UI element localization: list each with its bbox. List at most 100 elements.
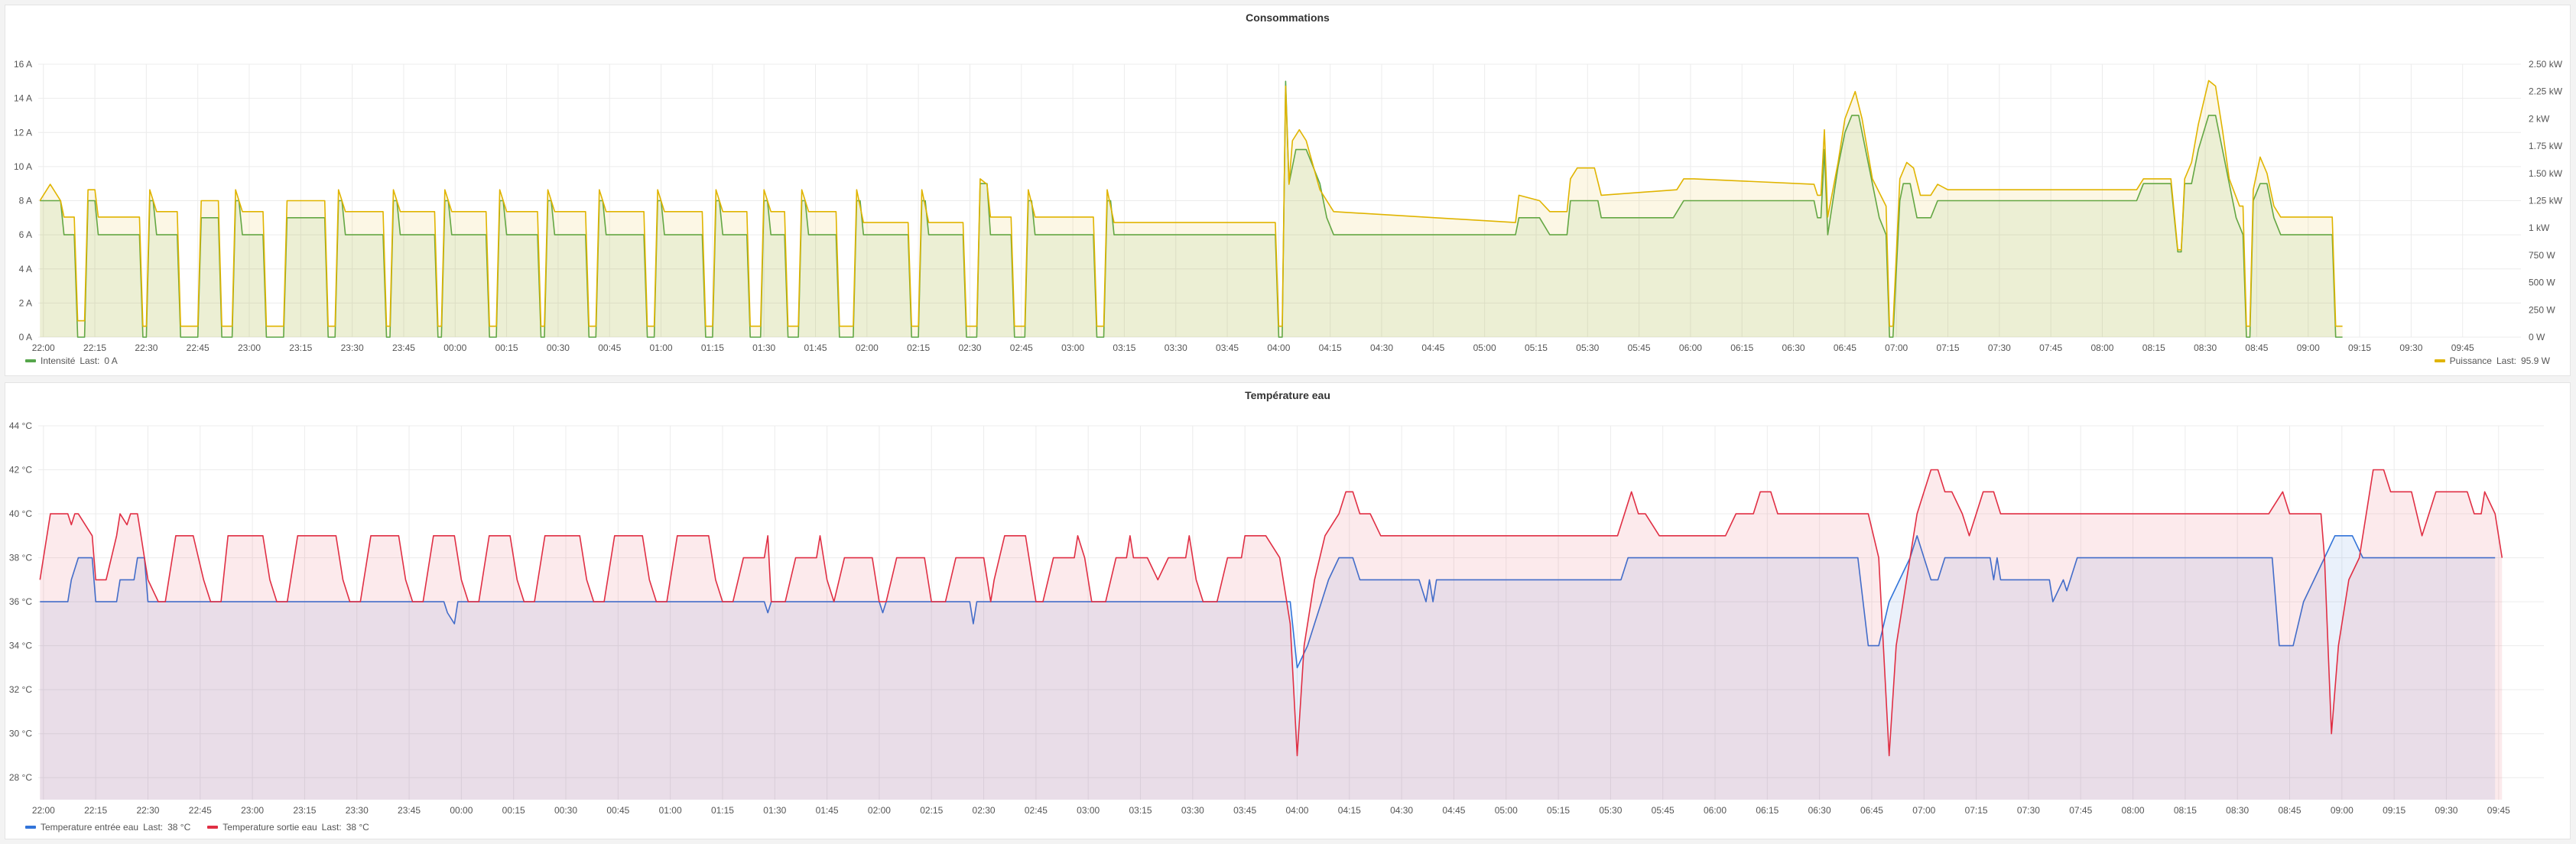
- x-tick-label: 02:15: [920, 805, 943, 816]
- x-tick-label: 07:45: [2069, 805, 2092, 816]
- legend-last-label: Last:: [80, 355, 100, 366]
- y-right-tick-label: 2 kW: [2529, 113, 2550, 124]
- x-tick-label: 00:00: [450, 805, 473, 816]
- series-line: [39, 469, 2503, 757]
- x-tick-label: 05:45: [1652, 805, 1675, 816]
- x-tick-label: 04:00: [1267, 342, 1290, 353]
- x-tick-label: 22:15: [84, 805, 107, 816]
- x-tick-label: 22:00: [32, 805, 55, 816]
- legend-puissance[interactable]: Puissance Last: 95.9 W: [2434, 355, 2550, 366]
- y-tick-label: 30 °C: [9, 729, 32, 739]
- series-area: [40, 80, 2343, 338]
- x-tick-label: 02:30: [973, 805, 996, 816]
- x-tick-label: 01:15: [701, 342, 724, 353]
- legend-last-value: 38 °C: [167, 822, 191, 833]
- consommations-panel: Consommations 22:00 22:15 22:30 22:45 23:00 2…: [5, 5, 2571, 376]
- panel-title: Température eau: [1245, 389, 1330, 401]
- x-tick-label: 02:00: [868, 805, 891, 816]
- x-tick-label: 04:45: [1442, 805, 1465, 816]
- y-right-tick-label: 500 W: [2529, 278, 2555, 288]
- x-tick-label: 01:45: [804, 342, 827, 353]
- x-tick-label: 05:00: [1495, 805, 1518, 816]
- x-tick-label: 06:30: [1782, 342, 1805, 353]
- y-right-tick-label: 1 kW: [2529, 222, 2550, 233]
- legend-series-name: Intensité: [41, 355, 76, 366]
- x-tick-label: 23:45: [392, 342, 415, 353]
- y-right-tick-label: 0 W: [2529, 332, 2545, 342]
- x-tick-label: 03:45: [1216, 342, 1239, 353]
- y-tick-label: 2 A: [19, 297, 32, 308]
- legend-temp-entree[interactable]: Temperature entrée eau Last: 38 °C Tempe…: [25, 822, 369, 833]
- x-tick-label: 23:30: [341, 342, 364, 353]
- x-tick-label: 08:00: [2090, 342, 2113, 353]
- x-tick-label: 06:30: [1808, 805, 1831, 816]
- y-right-tick-label: 750 W: [2529, 250, 2555, 261]
- x-tick-label: 03:45: [1233, 805, 1256, 816]
- x-tick-label: 09:45: [2451, 342, 2474, 353]
- y-tick-label: 10 A: [14, 161, 32, 172]
- x-tick-label: 23:15: [289, 342, 312, 353]
- x-tick-label: 08:45: [2279, 805, 2302, 816]
- x-tick-label: 06:15: [1756, 805, 1779, 816]
- legend-intensite[interactable]: Intensité Last: 0 A: [25, 355, 118, 366]
- x-tick-label: 06:15: [1730, 342, 1753, 353]
- x-tick-label: 08:45: [2245, 342, 2268, 353]
- x-tick-label: 02:15: [907, 342, 930, 353]
- panel-title: Consommations: [1246, 11, 1330, 24]
- y-tick-label: 14 A: [14, 93, 32, 104]
- legend-last-value: 0 A: [104, 355, 118, 366]
- y-right-tick-label: 1.25 kW: [2529, 196, 2563, 206]
- x-tick-label: 03:15: [1129, 805, 1152, 816]
- y-right-tick-label: 1.50 kW: [2529, 168, 2563, 179]
- series-line: [39, 80, 2343, 327]
- x-tick-label: 08:00: [2122, 805, 2145, 816]
- legend-series-name: Puissance: [2449, 355, 2492, 366]
- x-tick-label: 00:15: [495, 342, 518, 353]
- y-right-tick-label: 1.75 kW: [2529, 141, 2563, 151]
- x-tick-label: 05:15: [1547, 805, 1570, 816]
- legend-swatch-intensite: [25, 359, 36, 362]
- x-tick-label: 04:30: [1390, 805, 1413, 816]
- x-tick-label: 09:15: [2383, 805, 2405, 816]
- x-tick-label: 09:30: [2399, 342, 2422, 353]
- x-tick-label: 07:30: [2017, 805, 2040, 816]
- series-area: [40, 81, 2343, 338]
- x-tick-label: 22:45: [189, 805, 212, 816]
- x-tick-label: 05:45: [1628, 342, 1651, 353]
- x-tick-label: 06:45: [1860, 805, 1883, 816]
- legend-swatch-entree: [25, 826, 36, 829]
- y-tick-label: 32 °C: [9, 684, 32, 695]
- y-tick-label: 8 A: [19, 196, 32, 206]
- y-tick-label: 0 A: [19, 332, 32, 342]
- y-right-tick-label: 2.25 kW: [2529, 86, 2563, 97]
- series-line: [40, 535, 2496, 669]
- x-tick-label: 01:30: [763, 805, 786, 816]
- x-tick-label: 09:00: [2331, 805, 2353, 816]
- x-tick-label: 23:45: [398, 805, 421, 816]
- x-tick-label: 04:00: [1285, 805, 1308, 816]
- y-tick-label: 42 °C: [9, 465, 32, 476]
- x-tick-label: 03:00: [1061, 342, 1084, 353]
- legend-last-value: 38 °C: [346, 822, 369, 833]
- x-tick-label: 05:15: [1525, 342, 1548, 353]
- x-tick-label: 04:15: [1338, 805, 1361, 816]
- x-tick-label: 00:30: [547, 342, 570, 353]
- x-tick-label: 23:15: [293, 805, 316, 816]
- y-tick-label: 44 °C: [9, 420, 32, 431]
- legend-swatch-sortie: [207, 826, 219, 829]
- x-tick-label: 06:00: [1679, 342, 1702, 353]
- x-tick-label: 05:30: [1576, 342, 1599, 353]
- legend-last-label: Last:: [321, 822, 342, 833]
- y-tick-label: 16 A: [14, 59, 32, 70]
- x-tick-label: 00:45: [598, 342, 621, 353]
- x-tick-label: 03:30: [1165, 342, 1187, 353]
- temperature-chart: 22:00 22:15 22:30 22:45 23:00 23:15 23:30 23:45…: [9, 420, 2544, 816]
- y-tick-label: 12 A: [14, 127, 32, 138]
- y-tick-label: 40 °C: [9, 508, 32, 519]
- legend-last-label: Last:: [143, 822, 164, 833]
- x-tick-label: 04:15: [1319, 342, 1342, 353]
- x-tick-label: 09:00: [2297, 342, 2320, 353]
- x-tick-label: 22:00: [32, 342, 55, 353]
- x-tick-label: 07:30: [1988, 342, 2011, 353]
- legend-series-name: Temperature sortie eau: [223, 822, 317, 833]
